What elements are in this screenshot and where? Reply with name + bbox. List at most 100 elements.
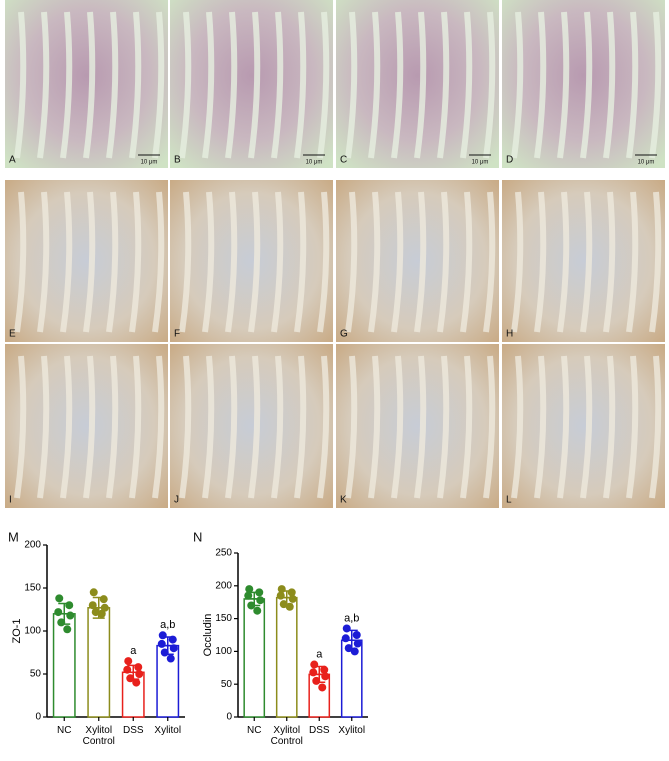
panel-label: G (340, 329, 348, 340)
panel-label: I (9, 495, 12, 506)
panel-label: M (8, 529, 19, 544)
tissue-crypt (626, 191, 639, 333)
tissue-crypt (414, 191, 427, 333)
tissue-crypt (626, 11, 639, 159)
data-point (55, 594, 64, 603)
data-point (97, 609, 106, 618)
tissue-crypt (368, 11, 381, 159)
tissue-crypt (248, 355, 261, 499)
scale-bar-label: 10 μm (472, 160, 489, 166)
tissue-crypt (649, 11, 662, 159)
error-bar (342, 629, 361, 651)
tissue-crypt (248, 191, 261, 333)
tissue-crypt (14, 355, 27, 499)
data-point (158, 631, 167, 640)
panel-label: E (9, 329, 16, 340)
tissue-crypt (345, 11, 358, 159)
data-point (253, 606, 262, 615)
error-bar (245, 591, 264, 607)
tissue-crypt (437, 355, 450, 499)
data-point (341, 634, 350, 643)
tissue-crypt (603, 355, 616, 499)
data-point (245, 585, 254, 594)
scale-bar-label: 10 μm (306, 160, 323, 166)
micrograph: D 10 μm (502, 0, 665, 168)
error-bar (89, 596, 108, 619)
tissue-crypt (271, 355, 284, 499)
y-tick-label: 100 (215, 646, 232, 657)
micrograph: F (170, 180, 333, 342)
panel-label: D (506, 155, 513, 166)
tissue-crypt (152, 355, 165, 499)
data-point (54, 608, 63, 617)
tissue-crypt (179, 11, 192, 159)
data-point (342, 624, 351, 633)
tissue-crypt (557, 191, 570, 333)
tissue-crypt (557, 11, 570, 159)
tissue-crypt (414, 11, 427, 159)
y-tick-label: 0 (226, 712, 232, 723)
panel-label: N (193, 529, 202, 544)
tissue-crypt (483, 11, 496, 159)
tissue-crypt (225, 11, 238, 159)
tissue-crypt (37, 191, 50, 333)
significance-label: a,b (160, 619, 175, 631)
tissue-crypt (580, 355, 593, 499)
panel-label: C (340, 155, 347, 166)
data-point (157, 639, 166, 648)
tissue-crypt (294, 355, 307, 499)
tissue-crypt (83, 355, 96, 499)
tissue-crypt (557, 355, 570, 499)
y-axis-label: Occludin (202, 614, 214, 657)
tissue-crypt (271, 11, 284, 159)
tissue-crypt (106, 355, 119, 499)
tissue-crypt (391, 355, 404, 499)
data-point (135, 670, 144, 678)
tissue-crypt (437, 11, 450, 159)
micrograph: J (170, 344, 333, 508)
tissue-crypt (294, 191, 307, 333)
tissue-crypt (179, 355, 192, 499)
tissue-crypt (345, 191, 358, 333)
data-point (99, 595, 108, 604)
x-tick-label: Xylitol Control (270, 725, 303, 747)
tissue-crypt (37, 355, 50, 499)
data-point (321, 672, 330, 681)
tissue-crypt (202, 191, 215, 333)
tissue-crypt (649, 355, 662, 499)
y-tick-label: 250 (215, 548, 232, 559)
panel-label: A (9, 155, 16, 166)
data-point (276, 591, 285, 600)
tissue-crypt (14, 191, 27, 333)
tissue-crypt (580, 191, 593, 333)
data-point (66, 611, 75, 620)
error-bar (310, 665, 329, 683)
bar (87, 607, 111, 718)
tissue-crypt (580, 11, 593, 159)
tissue-crypt (83, 191, 96, 333)
tissue-crypt (511, 191, 524, 333)
x-tick-label: NC (247, 725, 262, 736)
micrograph: I (5, 344, 168, 508)
error-bar (158, 636, 177, 655)
micrograph: L (502, 344, 665, 508)
tissue-crypt (152, 11, 165, 159)
scale-bar-label: 10 μm (638, 160, 655, 166)
tissue-crypt (534, 191, 547, 333)
significance-label: a,b (344, 612, 359, 624)
significance-label: a (316, 648, 323, 660)
x-tick-label: NC (57, 725, 72, 736)
tissue-crypt (534, 355, 547, 499)
data-point (310, 660, 319, 669)
tissue-crypt (317, 191, 330, 333)
y-tick-label: 100 (24, 626, 41, 637)
tissue-crypt (534, 11, 547, 159)
tissue-crypt (83, 11, 96, 159)
tissue-crypt (511, 355, 524, 499)
tissue-crypt (152, 191, 165, 333)
y-tick-label: 0 (35, 712, 41, 723)
tissue-crypt (179, 191, 192, 333)
tissue-crypt (483, 191, 496, 333)
y-axis-label: ZO-1 (11, 618, 23, 643)
